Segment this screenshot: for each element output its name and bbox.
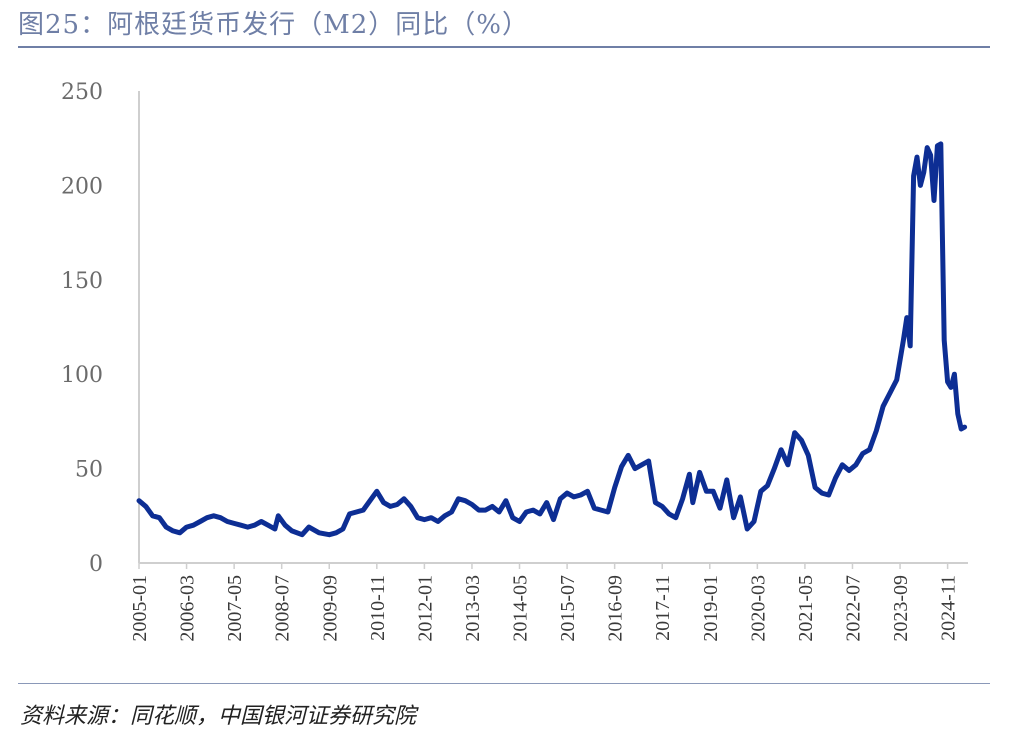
title-rule	[18, 46, 990, 48]
series-line	[136, 141, 968, 538]
x-tick-label: 2005-01	[129, 575, 151, 642]
y-tick-label: 200	[61, 174, 103, 199]
y-tick-label: 100	[61, 363, 103, 388]
bottom-rule	[18, 683, 990, 684]
y-axis-ticks: 0 50 100 150 200 250	[61, 80, 103, 577]
x-tick-label: 2024-11	[938, 575, 960, 641]
x-tick-label: 2008-07	[272, 575, 294, 642]
x-tick-label: 2010-11	[367, 575, 389, 641]
chart-axes	[138, 91, 968, 564]
y-tick-label: 250	[61, 80, 103, 105]
y-tick-label: 0	[89, 552, 103, 577]
x-tick-label: 2023-09	[890, 575, 912, 642]
x-tick-label: 2014-05	[510, 575, 532, 642]
x-tick-label: 2012-01	[414, 575, 436, 642]
chart-series	[136, 141, 968, 538]
x-tick-label: 2006-03	[177, 575, 199, 642]
y-tick-label: 150	[61, 269, 103, 294]
x-tick-label: 2007-05	[224, 575, 246, 642]
x-tick-label: 2019-01	[700, 575, 722, 642]
x-tick-label: 2015-07	[557, 575, 579, 642]
x-tick-label: 2020-03	[747, 575, 769, 642]
x-axis-ticks: 2005-01 2006-03 2007-05 2008-07 2009-09 2010-…	[129, 563, 960, 642]
page-title: 图25：阿根廷货币发行（M2）同比（%）	[18, 10, 529, 40]
source-note: 资料来源：同花顺，中国银河证券研究院	[20, 704, 417, 729]
y-tick-label: 50	[75, 458, 103, 483]
x-tick-label: 2017-11	[652, 575, 674, 641]
x-tick-label: 2022-07	[842, 575, 864, 642]
x-tick-label: 2016-09	[605, 575, 627, 642]
x-tick-label: 2013-03	[462, 575, 484, 642]
x-tick-label: 2009-09	[319, 575, 341, 642]
x-tick-label: 2021-05	[795, 575, 817, 642]
